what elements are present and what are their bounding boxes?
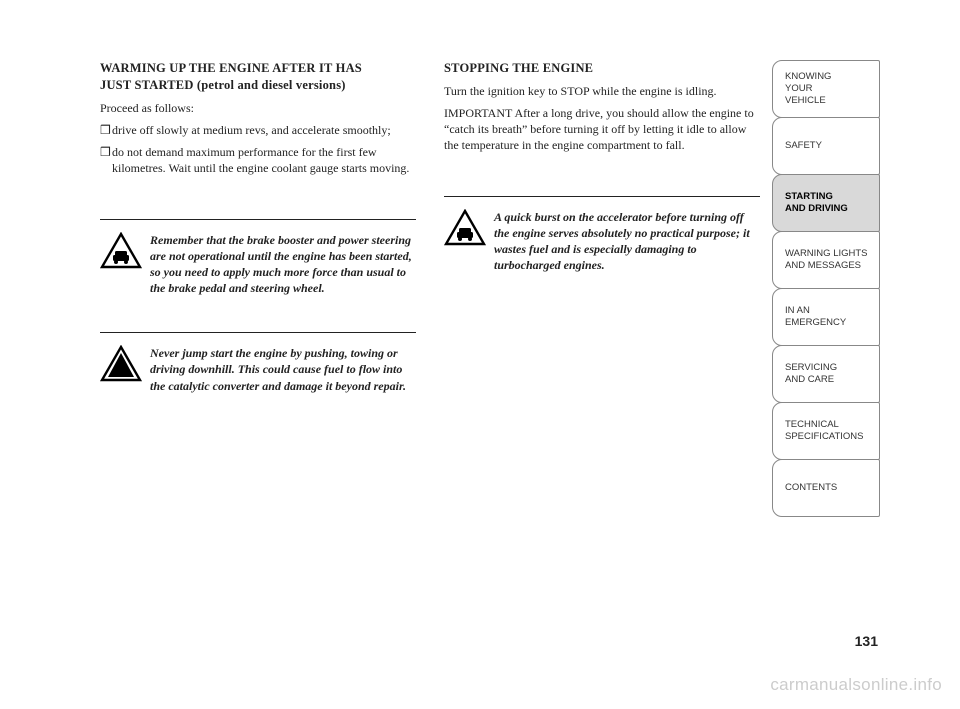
tab-label: IN AN	[785, 305, 871, 317]
section-heading: STOPPING THE ENGINE	[444, 60, 760, 77]
bullet-text: drive off slowly at medium revs, and acc…	[112, 122, 416, 138]
tab-label: VEHICLE	[785, 95, 871, 107]
tab-knowing-your-vehicle[interactable]: KNOWING YOUR VEHICLE	[772, 60, 880, 118]
watermark-text: carmanualsonline.info	[770, 675, 942, 695]
tab-safety[interactable]: SAFETY	[772, 117, 880, 175]
tab-label: STARTING	[785, 191, 871, 203]
section-heading: WARMING UP THE ENGINE AFTER IT HAS JUST …	[100, 60, 416, 94]
warning-triangle-car-icon	[444, 209, 486, 247]
page-number: 131	[855, 633, 878, 649]
bullet-text: do not demand maximum performance for th…	[112, 144, 416, 176]
bullet-item: ❒ do not demand maximum performance for …	[100, 144, 416, 176]
warning-text: Remember that the brake booster and powe…	[150, 232, 416, 297]
tab-label: EMERGENCY	[785, 317, 871, 329]
tab-label: YOUR	[785, 83, 871, 95]
warning-text: A quick burst on the accelerator before …	[494, 209, 760, 274]
tab-label: SPECIFICATIONS	[785, 431, 871, 443]
tab-label: AND CARE	[785, 374, 871, 386]
warning-box: Remember that the brake booster and powe…	[100, 219, 416, 297]
heading-line-1: WARMING UP THE ENGINE AFTER IT HAS	[100, 61, 362, 75]
tab-label: AND MESSAGES	[785, 260, 871, 272]
warning-box: Never jump start the engine by pushing, …	[100, 332, 416, 394]
body-text: Turn the ignition key to STOP while the …	[444, 83, 760, 99]
tab-in-an-emergency[interactable]: IN AN EMERGENCY	[772, 288, 880, 346]
tab-label: CONTENTS	[785, 482, 871, 494]
body-text: IMPORTANT After a long drive, you should…	[444, 105, 760, 154]
warning-box: A quick burst on the accelerator before …	[444, 196, 760, 274]
tab-label: KNOWING	[785, 71, 871, 83]
tab-warning-lights[interactable]: WARNING LIGHTS AND MESSAGES	[772, 231, 880, 289]
bullet-mark: ❒	[100, 144, 112, 176]
tab-servicing-and-care[interactable]: SERVICING AND CARE	[772, 345, 880, 403]
warning-triangle-car-icon	[100, 232, 142, 270]
tab-label: WARNING LIGHTS	[785, 248, 871, 260]
tab-contents[interactable]: CONTENTS	[772, 459, 880, 517]
bullet-mark: ❒	[100, 122, 112, 138]
right-column: STOPPING THE ENGINE Turn the ignition ke…	[444, 60, 760, 660]
tab-label: TECHNICAL	[785, 419, 871, 431]
heading-line-2: JUST STARTED (petrol and diesel versions…	[100, 78, 346, 92]
intro-text: Proceed as follows:	[100, 100, 416, 116]
bullet-item: ❒ drive off slowly at medium revs, and a…	[100, 122, 416, 138]
tab-label: SAFETY	[785, 140, 871, 152]
warning-triangle-icon	[100, 345, 142, 383]
section-tabs: KNOWING YOUR VEHICLE SAFETY STARTING AND…	[772, 60, 880, 660]
tab-label: SERVICING	[785, 362, 871, 374]
tab-technical-specifications[interactable]: TECHNICAL SPECIFICATIONS	[772, 402, 880, 460]
tab-starting-and-driving[interactable]: STARTING AND DRIVING	[772, 174, 880, 232]
left-column: WARMING UP THE ENGINE AFTER IT HAS JUST …	[100, 60, 416, 660]
tab-label: AND DRIVING	[785, 203, 871, 215]
warning-text: Never jump start the engine by pushing, …	[150, 345, 416, 394]
